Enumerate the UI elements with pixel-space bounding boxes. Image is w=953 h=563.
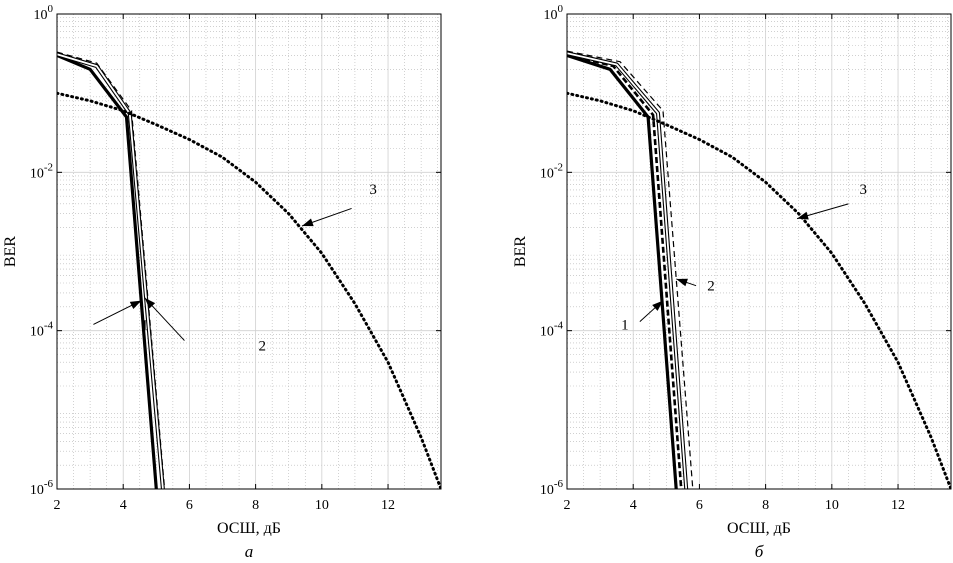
y-tick-label: 10-4 [540, 320, 564, 340]
annotation-arrowhead [676, 278, 688, 287]
annotation-label: 2 [707, 279, 715, 295]
x-tick-label: 2 [564, 498, 571, 513]
annotation-label: 3 [369, 182, 377, 198]
x-tick-label: 8 [762, 498, 769, 513]
series-group [567, 50, 951, 489]
series-line-0 [567, 53, 678, 489]
annotation-arrowhead [301, 218, 314, 227]
annotation-arrowhead [144, 297, 156, 309]
series-line-2 [57, 51, 166, 489]
x-tick-label: 12 [381, 498, 395, 513]
annotation-label: 3 [860, 182, 868, 198]
y-tick-label: 10-6 [30, 478, 54, 498]
x-tick-label: 8 [252, 498, 259, 513]
y-tick-label: 100 [34, 3, 54, 23]
x-tick-label: 10 [315, 498, 329, 513]
plot-frame [566, 13, 952, 490]
series-line-0 [57, 53, 158, 489]
x-tick-label: 12 [891, 498, 905, 513]
annotation-label: 2 [258, 338, 266, 354]
y-tick-label: 10-2 [540, 161, 563, 181]
annotation-arrowhead [797, 211, 809, 220]
minor-grid [567, 14, 951, 489]
y-tick-label: 10-6 [540, 478, 564, 498]
x-axis-label: ОСШ, дБ [217, 520, 281, 537]
y-tick-label: 10-2 [30, 161, 53, 181]
series-line-2-inner [567, 52, 688, 489]
y-axis-label: BER [2, 236, 19, 267]
series-line-1 [567, 53, 683, 489]
panel-subcaption: а [245, 542, 254, 561]
series-line-1 [57, 52, 165, 489]
annotation-arrowhead [652, 300, 663, 311]
plot-frame [56, 13, 442, 490]
y-axis-label: BER [512, 236, 529, 267]
x-tick-label: 2 [54, 498, 61, 513]
annotation-arrowhead [129, 300, 142, 310]
x-tick-label: 4 [630, 498, 637, 513]
annotation-label: 1 [621, 317, 629, 333]
y-tick-label: 10-4 [30, 320, 54, 340]
x-tick-label: 4 [120, 498, 127, 513]
x-tick-label: 6 [186, 498, 193, 513]
panel-subcaption: б [755, 542, 764, 561]
x-tick-label: 10 [825, 498, 839, 513]
annotation-label: 1 [141, 317, 149, 333]
series-line-3 [57, 91, 441, 489]
x-axis-label: ОСШ, дБ [727, 520, 791, 537]
x-tick-label: 6 [696, 498, 703, 513]
series-line-2 [567, 51, 689, 489]
minor-grid [57, 14, 441, 489]
series-group [57, 51, 441, 489]
y-tick-label: 100 [544, 3, 564, 23]
series-line-1-inner [57, 53, 164, 489]
series-line-4 [567, 91, 951, 489]
